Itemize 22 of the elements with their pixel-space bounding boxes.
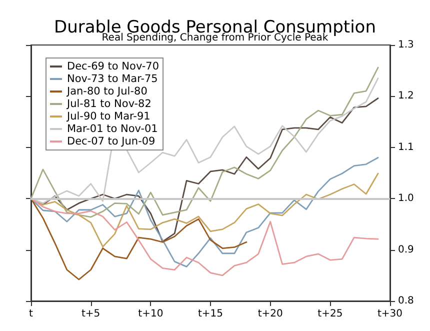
x-tick-label: t+10 [138, 308, 164, 320]
legend-label: Jul-90 to Mar-91 [66, 110, 150, 122]
x-tick-label: t+5 [81, 308, 100, 320]
y-tick-label: 1.1 [398, 142, 414, 153]
line-series [30, 198, 248, 280]
x-tick-label: t [29, 308, 34, 320]
legend-label: Dec-07 to Jun-09 [67, 136, 156, 148]
y-tick-label: 0.8 [398, 296, 414, 306]
line-series [30, 198, 379, 276]
x-tick-label: t+20 [258, 308, 283, 320]
y-tick-label: 0.9 [398, 244, 414, 256]
legend-label: Mar-01 to Nov-01 [67, 123, 158, 135]
legend-label: Nov-73 to Mar-75 [67, 73, 158, 85]
y-tick-label: 1.3 [398, 40, 414, 50]
x-tick-label: t+25 [318, 308, 343, 320]
x-tick-label: t+15 [198, 308, 224, 320]
x-tick-label: t+30 [377, 308, 403, 320]
legend-label: Jul-81 to Nov-82 [66, 98, 152, 110]
legend-label: Jan-80 to Jul-80 [66, 86, 148, 98]
legend-label: Dec-69 to Nov-70 [67, 60, 160, 72]
y-tick-label: 1.2 [398, 90, 414, 102]
y-tick-label: 1.0 [398, 193, 414, 204]
